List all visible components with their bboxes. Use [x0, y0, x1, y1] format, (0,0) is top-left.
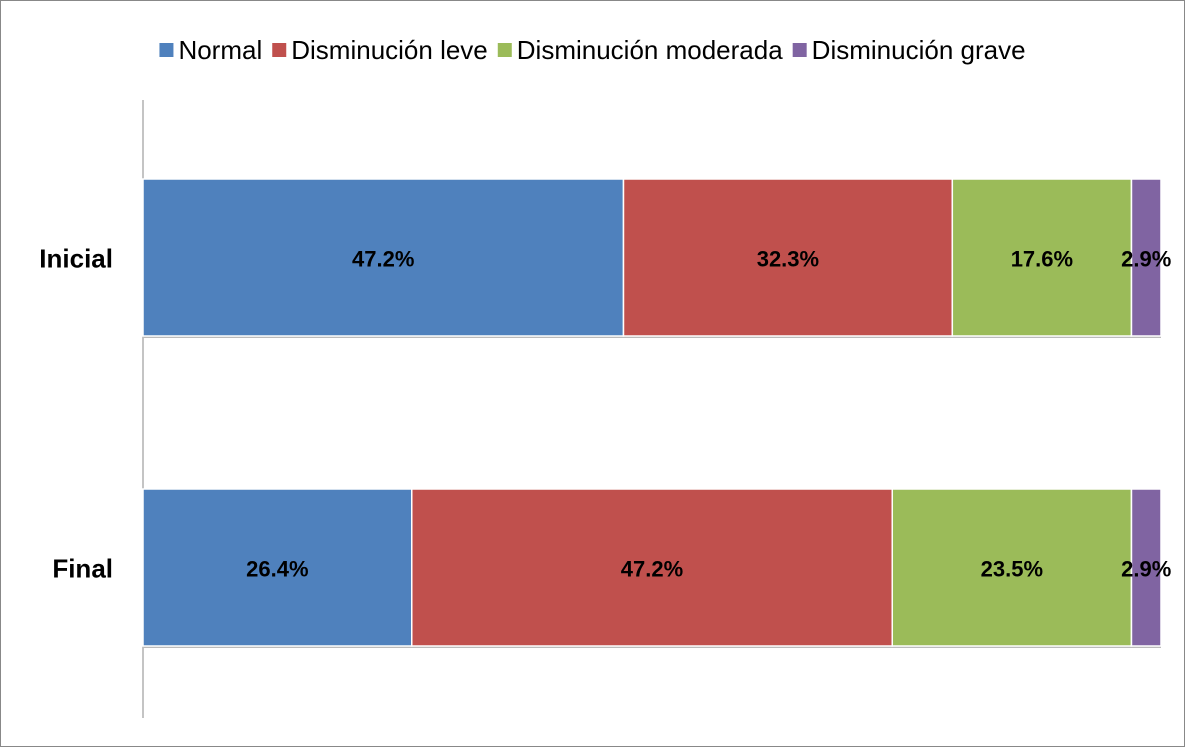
y-tick-label: Final [52, 553, 113, 583]
bar-segment [1130, 178, 1162, 337]
data-label: 23.5% [981, 556, 1043, 581]
data-label: 17.6% [1011, 246, 1073, 271]
bar-segment [622, 178, 954, 337]
bar-segment [142, 178, 625, 337]
legend-swatch [159, 43, 174, 57]
y-tick-label: Inicial [39, 243, 113, 273]
legend-label: Disminución grave [812, 35, 1026, 65]
bar-segment [411, 488, 893, 647]
legend-swatch [497, 43, 512, 57]
legend-swatch [272, 43, 287, 57]
data-label: 47.2% [621, 556, 683, 581]
data-label: 26.4% [246, 556, 308, 581]
bar-segment [891, 488, 1133, 647]
bar-segment [1130, 488, 1162, 647]
bar-segment [951, 178, 1133, 337]
legend-label: Disminución moderada [517, 35, 783, 65]
data-label: 47.2% [352, 246, 414, 271]
data-label: 2.9% [1121, 556, 1171, 581]
legend: Normal Disminución leve Disminución modera… [159, 35, 1026, 65]
data-label: 32.3% [757, 246, 819, 271]
legend-label: Normal [178, 35, 262, 65]
data-label: 2.9% [1121, 246, 1171, 271]
legend-label: Disminución leve [291, 35, 488, 65]
legend-swatch [792, 43, 807, 57]
